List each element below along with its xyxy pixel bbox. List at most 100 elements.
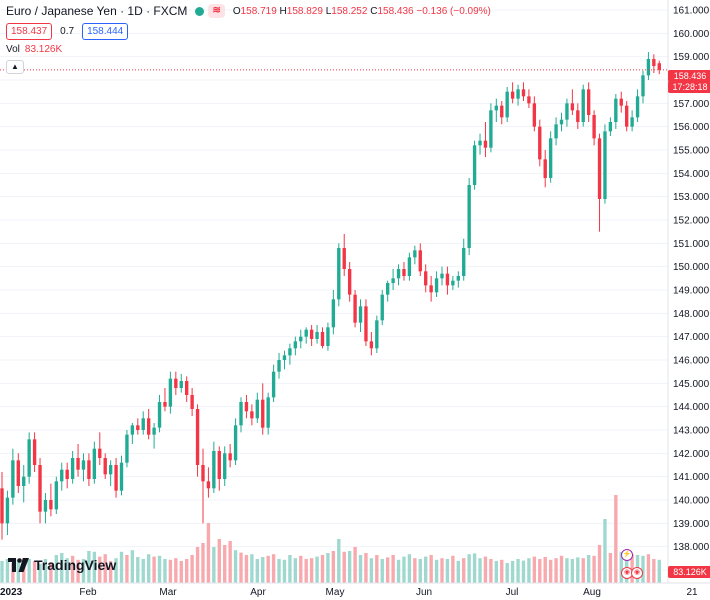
price-tick-label: 153.000 xyxy=(673,192,710,203)
candle-body xyxy=(548,138,553,178)
price-tick-label: 140.000 xyxy=(673,496,710,507)
volume-bar xyxy=(179,561,183,583)
candle-body xyxy=(114,465,118,491)
candle-body xyxy=(641,75,645,97)
candle-body xyxy=(309,329,314,339)
candle-body xyxy=(413,250,417,258)
candle-body xyxy=(27,439,31,477)
candle-body xyxy=(581,89,585,122)
candle-body xyxy=(250,411,254,419)
countdown-tag: 17:28:18 xyxy=(668,81,710,93)
volume-bar xyxy=(391,555,395,583)
candle-body xyxy=(326,327,330,346)
candle-body xyxy=(342,248,346,269)
volume-bar xyxy=(250,554,254,583)
volume-bar xyxy=(657,559,661,583)
wave-icon[interactable]: ≋ xyxy=(208,4,225,18)
volume-bar xyxy=(54,555,59,583)
candles xyxy=(0,52,661,540)
sell-button[interactable]: 158.437 xyxy=(6,23,53,40)
volume-bar xyxy=(92,551,97,583)
volume-bar xyxy=(304,559,308,583)
volume-bar xyxy=(538,559,542,583)
price-tick-label: 146.000 xyxy=(673,356,710,367)
volume-bar xyxy=(141,559,145,583)
candle-body xyxy=(195,409,200,465)
volume-bar xyxy=(119,551,124,583)
candle-body xyxy=(635,96,640,118)
volume-bar xyxy=(16,559,20,583)
volume-bar xyxy=(331,551,336,583)
volume-bar xyxy=(586,555,591,583)
volume-bar xyxy=(407,554,412,583)
volume-bar xyxy=(261,557,265,583)
candle-body xyxy=(391,278,395,283)
candle-body xyxy=(65,469,69,479)
candle-body xyxy=(456,276,460,281)
candle-body xyxy=(76,458,80,470)
candle-body xyxy=(586,89,591,115)
candle-body xyxy=(212,451,216,489)
time-axis[interactable]: 2023 Feb Mar Apr May Jun Jul Aug 21 xyxy=(0,587,698,598)
volume-bar xyxy=(467,554,471,583)
volume-bar xyxy=(32,561,37,583)
candle-body xyxy=(223,453,227,479)
volume-bar xyxy=(288,555,292,583)
volume-bars xyxy=(0,495,661,583)
volume-bar xyxy=(271,554,276,583)
candle-body xyxy=(494,105,499,111)
candle-body xyxy=(434,278,439,293)
price-tick-label: 155.000 xyxy=(673,146,710,157)
candle-body xyxy=(440,273,444,279)
candle-body xyxy=(163,402,167,407)
candle-body xyxy=(60,469,64,482)
volume-bar xyxy=(255,559,259,583)
candle-body xyxy=(255,399,259,419)
volume-bar xyxy=(402,556,406,583)
candle-body xyxy=(402,269,406,276)
tradingview-logo[interactable]: TradingView xyxy=(8,557,116,573)
buy-button[interactable]: 158.444 xyxy=(82,23,129,40)
candle-body xyxy=(152,427,156,435)
candle-body xyxy=(592,115,596,139)
symbol-title[interactable]: Euro / Japanese Yen · 1D · FXCM xyxy=(6,4,188,18)
volume-bar xyxy=(532,556,537,583)
time-tick-label: 21 xyxy=(686,587,698,598)
candle-body xyxy=(347,269,352,295)
volume-bar xyxy=(505,563,509,583)
branding-text: TradingView xyxy=(34,557,117,573)
candle-body xyxy=(380,294,384,321)
candle-body xyxy=(467,185,471,248)
volume-bar xyxy=(201,543,205,583)
candle-body xyxy=(451,280,455,286)
collapse-legend-button[interactable]: ▲ xyxy=(6,60,24,74)
volume-bar xyxy=(353,547,357,583)
volume-bar xyxy=(646,554,651,583)
volume-bar xyxy=(233,550,238,583)
volume-bar xyxy=(570,559,575,583)
high-label: H xyxy=(279,5,287,17)
event-icon[interactable]: ◉ xyxy=(631,567,643,579)
candle-body xyxy=(0,488,4,524)
candle-body xyxy=(527,96,531,104)
volume-bar xyxy=(60,553,64,583)
time-tick-label: Aug xyxy=(583,587,601,598)
candle-body xyxy=(228,453,232,461)
flash-icon[interactable]: ⚡ xyxy=(621,549,633,561)
candle-body xyxy=(174,378,178,388)
volume-value: 83.126K xyxy=(24,44,63,55)
candle-body xyxy=(266,397,270,428)
price-tick-label: 157.000 xyxy=(673,99,710,110)
volume-bar xyxy=(76,559,80,583)
volume-bar xyxy=(380,559,384,583)
volume-bar xyxy=(521,560,526,583)
candle-body xyxy=(570,103,575,111)
volume-bar xyxy=(543,557,547,583)
volume-bar xyxy=(375,555,379,583)
candle-body xyxy=(315,332,319,339)
volume-bar xyxy=(27,559,31,583)
volume-bar xyxy=(49,562,53,583)
volume-label[interactable]: Vol xyxy=(6,44,20,55)
candle-body xyxy=(81,460,86,470)
